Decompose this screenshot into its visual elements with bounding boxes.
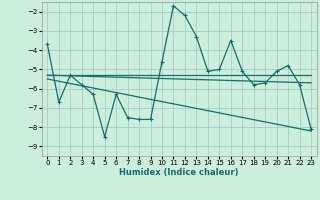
X-axis label: Humidex (Indice chaleur): Humidex (Indice chaleur) <box>119 168 239 177</box>
